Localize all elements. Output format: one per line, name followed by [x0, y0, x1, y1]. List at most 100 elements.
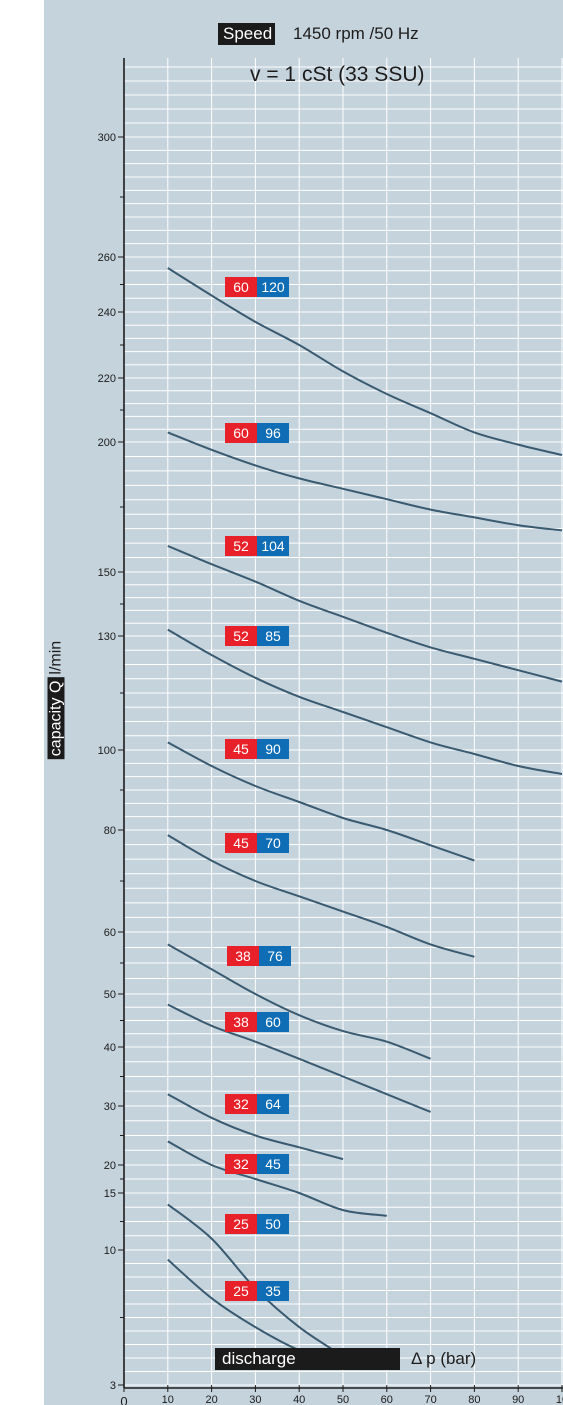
y-axis-title-unit: l/min	[47, 640, 65, 675]
y-tick-label: 60	[104, 927, 116, 939]
curve-badge-blue-label: 76	[267, 948, 283, 964]
curve-badge-red	[225, 1281, 257, 1301]
x-tick-label: 10	[556, 1394, 563, 1405]
y-tick-label: 220	[98, 373, 116, 385]
chart-panel	[44, 0, 563, 1405]
x-tick-label: 60	[381, 1394, 393, 1405]
curve-52-85	[167, 628, 563, 775]
y-tick-label: 300	[98, 132, 116, 144]
curve-32-64	[167, 1093, 344, 1161]
curve-badge-blue	[259, 946, 291, 966]
y-tick-label: 3	[110, 1380, 116, 1392]
curve-badge-blue-label: 35	[265, 1283, 281, 1299]
curve-badge: 52 85	[225, 626, 289, 646]
curve-badge-red-label: 38	[233, 1014, 249, 1030]
viscosity-label: v = 1 cSt (33 SSU)	[250, 63, 425, 86]
curve-38-76	[167, 943, 431, 1060]
curve-badge-red	[225, 1214, 257, 1234]
curve-badge-blue	[257, 1094, 289, 1114]
speed-badge: Speed	[218, 23, 276, 45]
curve-badge-blue	[257, 1154, 289, 1174]
y-tick-label: 260	[98, 252, 116, 264]
curve-badge-red-label: 38	[235, 948, 251, 964]
curve-badge: 38 76	[227, 946, 291, 966]
curve-badge-red	[225, 1012, 257, 1032]
curve-badge-blue-label: 60	[265, 1014, 281, 1030]
y-tick-label: 130	[98, 631, 116, 643]
curve-badge-blue-label: 50	[265, 1216, 281, 1232]
curve-badge-red-label: 52	[233, 538, 249, 554]
y-tick-label: 30	[104, 1101, 116, 1113]
curve-badge: 38 60	[225, 1012, 289, 1032]
curve-badge: 45 90	[225, 739, 289, 759]
curve-badge-red	[225, 423, 257, 443]
x-tick-label: 80	[468, 1394, 480, 1405]
curve-badge-red	[225, 1094, 257, 1114]
curve-badge: 32 64	[225, 1094, 289, 1114]
curve-badge-red	[225, 1154, 257, 1174]
curve-badge-blue	[257, 536, 289, 556]
curve-badge-blue	[257, 1012, 289, 1032]
curve-badge-red-label: 52	[233, 628, 249, 644]
curve-badge-blue	[257, 277, 289, 297]
curve-60-96	[167, 431, 563, 532]
x-tick-label: 90	[512, 1394, 524, 1405]
curve-badge-red-label: 25	[233, 1283, 249, 1299]
y-tick-label: 40	[104, 1042, 116, 1054]
speed-value: 1450 rpm /50 Hz	[293, 24, 419, 43]
curve-badge-blue	[257, 626, 289, 646]
curve-badge: 25 35	[225, 1281, 289, 1301]
curve-badge-red	[227, 946, 259, 966]
y-tick-label: 50	[104, 989, 116, 1001]
y-tick-label: 100	[98, 745, 116, 757]
curve-badge-red-label: 45	[233, 741, 249, 757]
curve-badge: 60 96	[225, 423, 289, 443]
curve-badge-blue	[257, 423, 289, 443]
curve-32-45	[167, 1140, 387, 1217]
y-tick-label: 150	[98, 567, 116, 579]
y-axis-title-badge: capacity Q	[47, 677, 65, 760]
curve-badge-blue	[257, 1214, 289, 1234]
curve-badge-blue	[257, 833, 289, 853]
curve-badge: 52 104	[225, 536, 289, 556]
y-tick-label: 15	[104, 1188, 116, 1200]
curve-badge-red	[225, 277, 257, 297]
y-tick-label: 240	[98, 307, 116, 319]
y-tick-label: 200	[98, 437, 116, 449]
curve-badge: 60 120	[225, 277, 289, 297]
curve-45-70	[167, 834, 475, 958]
x-tick-label: 40	[293, 1394, 305, 1405]
curve-badge-blue	[257, 739, 289, 759]
y-tick-label: 20	[104, 1160, 116, 1172]
x-tick-label: 70	[424, 1394, 436, 1405]
x-tick-label: 0	[120, 1394, 127, 1405]
curve-badge-red	[225, 833, 257, 853]
curve-badge-red-label: 25	[233, 1216, 249, 1232]
curve-badge-blue-label: 85	[265, 628, 281, 644]
curve-badge-red	[225, 536, 257, 556]
x-tick-label: 10	[162, 1394, 174, 1405]
curve-badge: 45 70	[225, 833, 289, 853]
curve-badge-blue-label: 90	[265, 741, 281, 757]
curve-badge-blue-label: 96	[265, 425, 281, 441]
x-axis-title-badge: discharge	[215, 1348, 400, 1370]
curve-badge-red-label: 60	[233, 425, 249, 441]
curve-badge: 32 45	[225, 1154, 289, 1174]
x-axis-title-unit: Δ p (bar)	[411, 1349, 477, 1368]
x-tick-label: 50	[337, 1394, 349, 1405]
curve-badge-blue-label: 104	[261, 538, 285, 554]
curve-badge-blue-label: 64	[265, 1096, 281, 1112]
curve-badge-red	[225, 626, 257, 646]
curve-45-90	[167, 741, 475, 862]
curve-badge-blue	[257, 1281, 289, 1301]
curve-badge-red-label: 32	[233, 1156, 249, 1172]
curve-badge-red	[225, 739, 257, 759]
curve-badge-blue-label: 70	[265, 835, 281, 851]
curve-badge-red-label: 60	[233, 279, 249, 295]
x-tick-label: 20	[205, 1394, 217, 1405]
curve-60-120	[167, 267, 563, 456]
curve-38-60	[167, 1003, 431, 1113]
curve-52-104	[167, 545, 563, 683]
y-tick-label: 10	[104, 1245, 116, 1257]
